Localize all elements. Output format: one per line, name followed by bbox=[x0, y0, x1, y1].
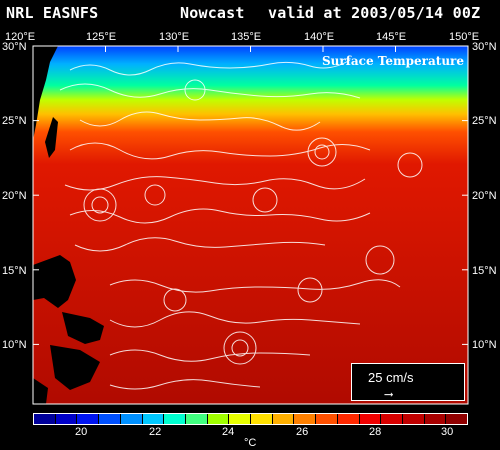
lat-label-10-left: 10°N bbox=[2, 339, 27, 351]
speed-legend-label: 25 cm/s bbox=[368, 370, 414, 385]
colorbar-swatch bbox=[251, 414, 273, 424]
colorbar-swatch bbox=[77, 414, 100, 424]
lon-label-140: 140°E bbox=[304, 31, 334, 43]
colorbar-tick-22: 22 bbox=[149, 426, 162, 438]
colorbar-swatch bbox=[207, 414, 230, 424]
colorbar-tick-28: 28 bbox=[369, 426, 382, 438]
colorbar-swatch bbox=[424, 414, 447, 424]
eddy bbox=[223, 331, 257, 365]
land-luzon bbox=[33, 255, 76, 308]
land-taiwan bbox=[45, 117, 58, 158]
colorbar-swatch bbox=[99, 414, 121, 424]
eddy bbox=[297, 277, 323, 303]
land-asia-mainland bbox=[33, 46, 58, 140]
current-streamline bbox=[109, 279, 401, 293]
current-streamline bbox=[59, 83, 361, 99]
colorbar-swatch bbox=[185, 414, 208, 424]
current-streamline bbox=[64, 176, 366, 191]
current-streamline bbox=[109, 311, 361, 328]
colorbar-swatch bbox=[55, 414, 78, 424]
current-streamline bbox=[69, 142, 371, 160]
colorbar-swatch bbox=[142, 414, 165, 424]
lat-labels-right: 30°N 25°N 20°N 15°N 10°N bbox=[472, 41, 497, 351]
eddy bbox=[144, 184, 166, 206]
lon-label-135: 135°E bbox=[231, 31, 261, 43]
colorbar-swatch bbox=[294, 414, 317, 424]
colorbar-swatch bbox=[402, 414, 425, 424]
eddy bbox=[365, 245, 395, 275]
lat-label-30-right: 30°N bbox=[472, 41, 497, 53]
eddy bbox=[397, 152, 423, 178]
colorbar-tick-26: 26 bbox=[296, 426, 309, 438]
colorbar-swatch bbox=[381, 414, 403, 424]
lon-label-125: 125°E bbox=[86, 31, 116, 43]
lat-label-20-left: 20°N bbox=[2, 190, 27, 202]
header-mode: Nowcast bbox=[180, 4, 245, 22]
eddy bbox=[307, 137, 337, 167]
lat-label-25-left: 25°N bbox=[2, 115, 27, 127]
header-valid: valid at 2003/05/14 00Z bbox=[268, 4, 481, 22]
colorbar-swatch bbox=[164, 414, 186, 424]
land-mindanao bbox=[50, 345, 100, 390]
colorbar-unit: °C bbox=[244, 437, 257, 449]
eddy bbox=[252, 187, 278, 213]
lat-label-15-right: 15°N bbox=[472, 265, 497, 277]
current-streamline bbox=[69, 59, 351, 76]
current-streamline bbox=[74, 237, 326, 252]
current-streamline bbox=[69, 208, 371, 224]
sea-surface-field bbox=[33, 46, 468, 404]
speed-legend-arrow-icon: ⟶ bbox=[385, 387, 393, 401]
eddy bbox=[231, 339, 249, 357]
eddy bbox=[83, 188, 117, 222]
land-visayas bbox=[62, 312, 104, 344]
lon-ticks bbox=[32, 46, 469, 52]
lat-label-25-right: 25°N bbox=[472, 115, 497, 127]
eddy bbox=[163, 288, 187, 312]
colorbar-swatch bbox=[446, 414, 468, 424]
lat-labels-left: 30°N 25°N 20°N 15°N 10°N bbox=[2, 41, 27, 351]
colorbar-swatch bbox=[272, 414, 295, 424]
ocean-map: 120°E 125°E 130°E 135°E 140°E 145°E 150°… bbox=[2, 31, 497, 405]
lon-labels: 120°E 125°E 130°E 135°E 140°E 145°E 150°… bbox=[5, 31, 479, 43]
lat-label-20-right: 20°N bbox=[472, 190, 497, 202]
current-streamline bbox=[109, 379, 261, 390]
lat-label-30-left: 30°N bbox=[2, 41, 27, 53]
colorbar-tick-24: 24 bbox=[222, 426, 235, 438]
lat-label-15-left: 15°N bbox=[2, 265, 27, 277]
colorbar-swatch bbox=[229, 414, 252, 424]
colorbar-tick-30: 30 bbox=[441, 426, 454, 438]
colorbar-swatch bbox=[316, 414, 338, 424]
lat-label-10-right: 10°N bbox=[472, 339, 497, 351]
current-vectors bbox=[59, 59, 423, 390]
lat-ticks bbox=[33, 45, 468, 345]
lon-label-130: 130°E bbox=[159, 31, 189, 43]
colorbar-tick-20: 20 bbox=[75, 426, 88, 438]
eddy bbox=[314, 144, 330, 160]
current-streamline bbox=[79, 111, 321, 131]
colorbar-swatch bbox=[120, 414, 143, 424]
lon-label-150: 150°E bbox=[449, 31, 479, 43]
map-title: Surface Temperature bbox=[322, 54, 465, 68]
colorbar-swatch bbox=[34, 414, 56, 424]
header-product: NRL EASNFS bbox=[6, 4, 99, 22]
land-borneo bbox=[33, 378, 48, 404]
lon-label-120: 120°E bbox=[5, 31, 35, 43]
current-streamline bbox=[109, 349, 311, 362]
colorbar-swatch bbox=[359, 414, 382, 424]
land-masses bbox=[33, 46, 104, 404]
temperature-colorbar bbox=[33, 413, 468, 425]
colorbar-swatch bbox=[337, 414, 360, 424]
eddy bbox=[91, 196, 109, 214]
speed-legend: 25 cm/s ⟶ bbox=[351, 363, 465, 401]
lon-label-145: 145°E bbox=[376, 31, 406, 43]
eddy bbox=[184, 79, 206, 101]
